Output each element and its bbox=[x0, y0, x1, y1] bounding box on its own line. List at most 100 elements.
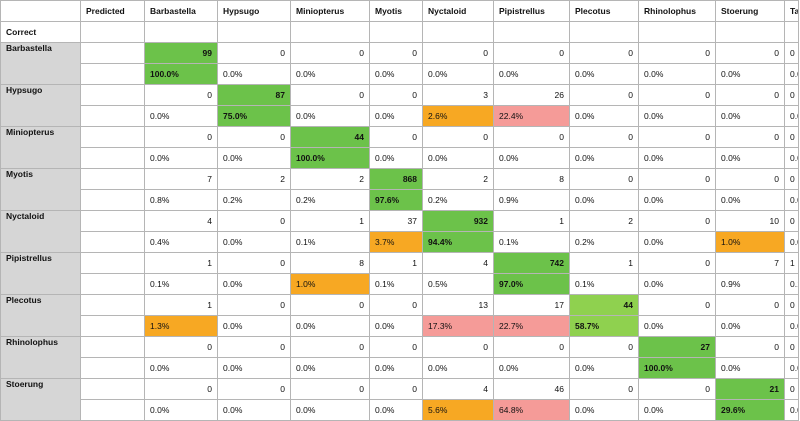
count-cell: 0 bbox=[144, 336, 218, 358]
percent-cell: 22.7% bbox=[493, 315, 570, 337]
percent-cell: 0.0% bbox=[217, 357, 291, 379]
percent-cell: 5.6% bbox=[422, 399, 494, 421]
count-cell: 0 bbox=[369, 126, 423, 148]
percent-cell: 0.0% bbox=[715, 315, 785, 337]
count-cell: 4 bbox=[422, 378, 494, 400]
count-cell: 4 bbox=[422, 252, 494, 274]
count-cell: 0 bbox=[144, 84, 218, 106]
percent-cell: 0.0% bbox=[715, 189, 785, 211]
percent-cell: 0.0% bbox=[784, 105, 799, 127]
percent-cell: 0.1% bbox=[569, 273, 639, 295]
count-cell: 0 bbox=[422, 126, 494, 148]
percent-cell: 0.0% bbox=[290, 105, 370, 127]
count-cell: 0 bbox=[784, 336, 799, 358]
count-cell: 932 bbox=[422, 210, 494, 232]
empty-cell bbox=[144, 21, 218, 43]
count-cell: 0 bbox=[569, 126, 639, 148]
percent-cell: 0.0% bbox=[144, 357, 218, 379]
column-header-plecotus: Plecotus bbox=[569, 0, 639, 22]
count-cell: 868 bbox=[369, 168, 423, 190]
count-cell: 0 bbox=[290, 336, 370, 358]
count-cell: 1 bbox=[290, 210, 370, 232]
percent-cell: 0.2% bbox=[290, 189, 370, 211]
percent-cell: 0.0% bbox=[784, 357, 799, 379]
count-cell: 0 bbox=[638, 168, 716, 190]
count-cell: 8 bbox=[290, 252, 370, 274]
count-cell: 0 bbox=[784, 294, 799, 316]
spacer-cell bbox=[80, 126, 145, 148]
column-header-stoerung: Stoerung bbox=[715, 0, 785, 22]
count-cell: 1 bbox=[493, 210, 570, 232]
count-cell: 0 bbox=[290, 294, 370, 316]
percent-cell: 0.0% bbox=[290, 315, 370, 337]
count-cell: 0 bbox=[715, 168, 785, 190]
percent-cell: 94.4% bbox=[422, 231, 494, 253]
percent-cell: 0.0% bbox=[569, 105, 639, 127]
count-cell: 27 bbox=[638, 336, 716, 358]
count-cell: 0 bbox=[217, 42, 291, 64]
column-header-row: Predicted Barbastella Hypsugo Miniopterus My… bbox=[0, 0, 799, 22]
row-label-nyctaloid: Nyctaloid bbox=[0, 210, 81, 253]
percent-cell: 0.0% bbox=[784, 231, 799, 253]
count-cell: 0 bbox=[369, 294, 423, 316]
count-cell: 0 bbox=[290, 42, 370, 64]
percent-cell: 100.0% bbox=[144, 63, 218, 85]
count-cell: 1 bbox=[144, 252, 218, 274]
percent-cell: 0.0% bbox=[217, 63, 291, 85]
count-cell: 7 bbox=[144, 168, 218, 190]
count-cell: 4 bbox=[144, 210, 218, 232]
count-cell: 44 bbox=[290, 126, 370, 148]
row-label-barbastella: Barbastella bbox=[0, 42, 81, 85]
percent-cell: 2.6% bbox=[422, 105, 494, 127]
percent-cell: 100.0% bbox=[638, 357, 716, 379]
percent-cell: 0.0% bbox=[638, 273, 716, 295]
spacer-cell bbox=[80, 210, 145, 232]
count-cell: 0 bbox=[422, 336, 494, 358]
count-cell: 0 bbox=[715, 126, 785, 148]
count-cell: 17 bbox=[493, 294, 570, 316]
percent-cell: 0.0% bbox=[369, 105, 423, 127]
percent-cell: 0.0% bbox=[217, 399, 291, 421]
count-cell: 1 bbox=[784, 252, 799, 274]
spacer-cell bbox=[80, 168, 145, 190]
count-cell: 0 bbox=[784, 126, 799, 148]
percent-cell: 0.4% bbox=[144, 231, 218, 253]
count-cell: 0 bbox=[144, 126, 218, 148]
column-header-rhinolophus: Rhinolophus bbox=[638, 0, 716, 22]
count-cell: 8 bbox=[493, 168, 570, 190]
percent-cell: 1.3% bbox=[144, 315, 218, 337]
count-cell: 0 bbox=[638, 252, 716, 274]
percent-cell: 0.0% bbox=[493, 63, 570, 85]
table-row-hypsugo-percents: 0.0% 75.0% 0.0% 0.0% 2.6% 22.4% 0.0% 0.0% 0.0% 0.… bbox=[1, 105, 799, 127]
row-label-miniopterus: Miniopterus bbox=[0, 126, 81, 169]
count-cell: 0 bbox=[217, 294, 291, 316]
percent-cell: 0.0% bbox=[638, 105, 716, 127]
table-row-barbastella-counts: Barbastella 99 0 0 0 0 0 0 0 0 0 bbox=[0, 42, 799, 85]
table-row-nyctaloid-counts: Nyctaloid 4 0 1 37 932 1 2 0 10 0 bbox=[0, 210, 799, 253]
count-cell: 0 bbox=[784, 84, 799, 106]
table-row-stoerung-percents: 0.0% 0.0% 0.0% 0.0% 5.6% 64.8% 0.0% 0.0% 29.6% 0.… bbox=[1, 399, 799, 421]
percent-cell: 0.1% bbox=[493, 231, 570, 253]
count-cell: 99 bbox=[144, 42, 218, 64]
percent-cell: 0.0% bbox=[144, 147, 218, 169]
table-row-miniopterus-percents: 0.0% 0.0% 100.0% 0.0% 0.0% 0.0% 0.0% 0.0% 0.0% 0.… bbox=[1, 147, 799, 169]
spacer-cell bbox=[80, 378, 145, 400]
count-cell: 87 bbox=[217, 84, 291, 106]
count-cell: 21 bbox=[715, 378, 785, 400]
count-cell: 0 bbox=[638, 378, 716, 400]
percent-cell: 0.1% bbox=[290, 231, 370, 253]
count-cell: 0 bbox=[569, 42, 639, 64]
table-row-pipistrellus-percents: 0.1%0.0%1.0%0.1%0.5%97.0%0.1%0.0%0.9%0.1… bbox=[1, 273, 799, 295]
count-cell: 1 bbox=[144, 294, 218, 316]
percent-cell: 0.1% bbox=[784, 273, 799, 295]
count-cell: 2 bbox=[569, 210, 639, 232]
spacer-cell bbox=[80, 273, 145, 295]
spacer-cell bbox=[80, 252, 145, 274]
percent-cell: 0.0% bbox=[422, 147, 494, 169]
table-row-myotis-counts: Myotis 7 2 2 868 2 8 0 0 0 0 bbox=[0, 168, 799, 211]
count-cell: 0 bbox=[493, 126, 570, 148]
count-cell: 44 bbox=[569, 294, 639, 316]
count-cell: 2 bbox=[217, 168, 291, 190]
count-cell: 0 bbox=[715, 84, 785, 106]
